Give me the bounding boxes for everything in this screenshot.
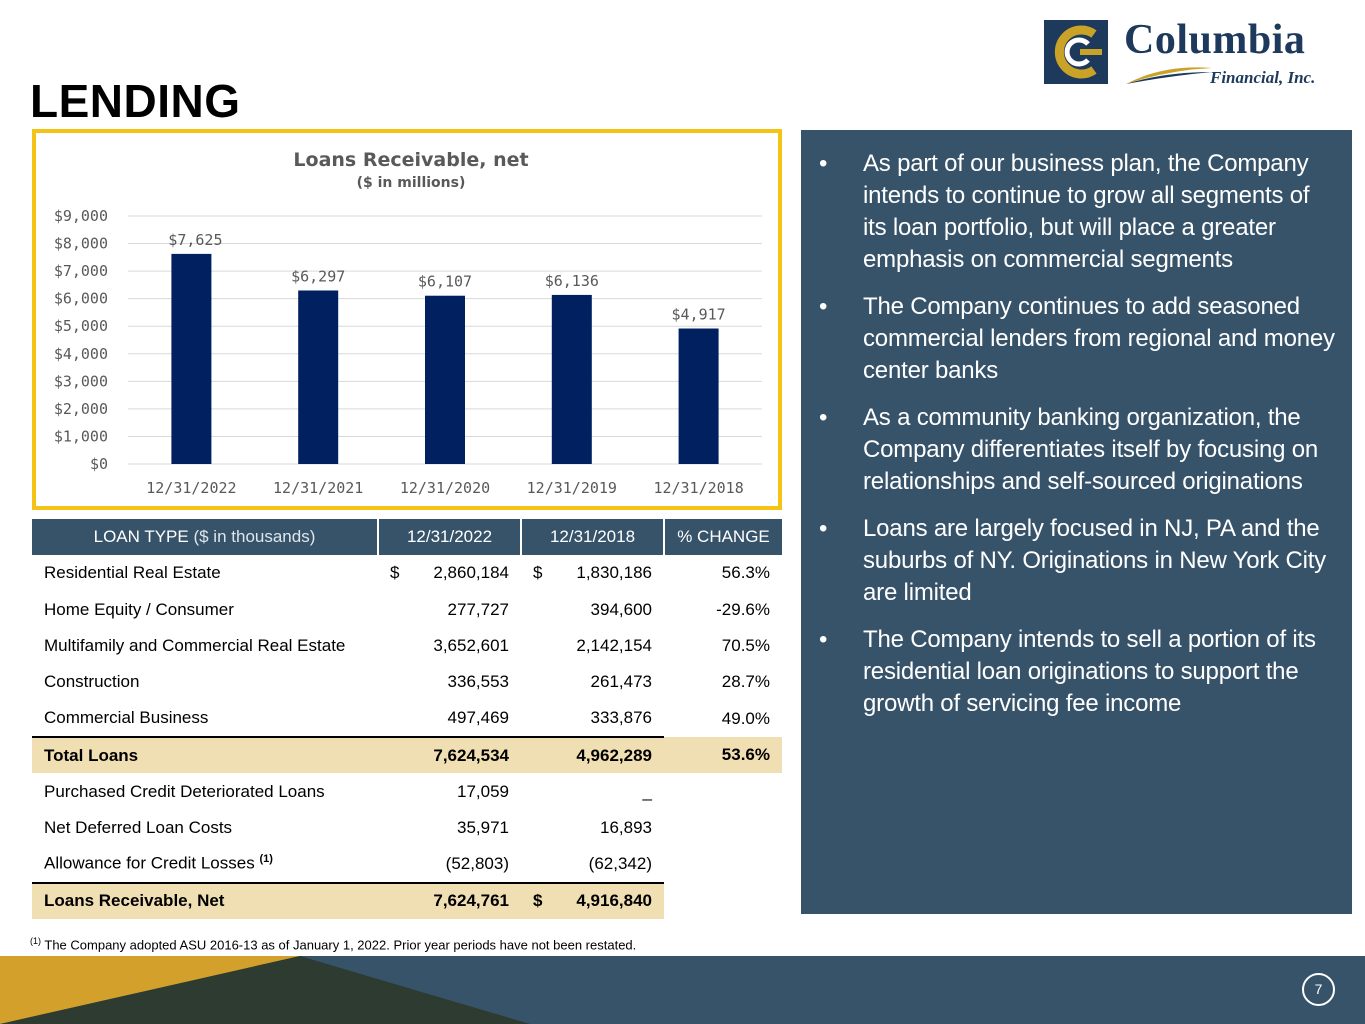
data-label: $4,917 xyxy=(672,306,726,324)
table-row: Residential Real Estate $2,860,184 $1,83… xyxy=(44,563,770,583)
bullet-item: • As a community banking organization, th… xyxy=(819,404,1319,495)
logo-swoosh-icon xyxy=(1126,67,1212,84)
x-tick-label: 12/31/2020 xyxy=(400,479,490,497)
bullet-item: • The Company intends to sell a portion o… xyxy=(819,626,1316,717)
bullet-list: • As part of our business plan, the Compa… xyxy=(813,148,1338,720)
company-logo: Columbia Financial, Inc. xyxy=(1040,16,1340,88)
y-tick-label: $2,000 xyxy=(54,400,108,418)
table-header-row: LOAN TYPE ($ in thousands) 12/31/2022 12… xyxy=(32,519,782,555)
bar xyxy=(298,290,339,464)
table-row: Commercial Business 497,469 333,876 49.0… xyxy=(32,700,782,738)
header-2018: 12/31/2018 xyxy=(520,519,664,555)
table-row: Multifamily and Commercial Real Estate 3… xyxy=(44,635,770,655)
page-title: LENDING xyxy=(30,75,241,127)
header-loan-type: LOAN TYPE ($ in thousands) xyxy=(32,519,378,555)
logo-wordmark: Columbia xyxy=(1124,17,1306,63)
table-row: Home Equity / Consumer 277,727 394,600 -… xyxy=(44,599,770,619)
total-loans-row: Total Loans 7,624,534 4,962,289 53.6% xyxy=(32,736,782,774)
y-tick-label: $0 xyxy=(90,455,108,473)
header-2022: 12/31/2022 xyxy=(377,519,521,555)
y-tick-label: $8,000 xyxy=(54,235,108,253)
x-tick-label: 12/31/2018 xyxy=(653,479,743,497)
footer-band xyxy=(0,956,1365,1024)
bullet-item: • Loans are largely focused in NJ, PA and… xyxy=(819,515,1326,606)
loans-chart: Loans Receivable, net ($ in millions) $0… xyxy=(32,129,782,510)
data-label: $6,136 xyxy=(545,272,599,290)
y-tick-label: $6,000 xyxy=(54,290,108,308)
table-row: Allowance for Credit Losses (1) (52,803)… xyxy=(32,846,782,884)
bar-chart: Loans Receivable, net ($ in millions) $0… xyxy=(54,149,762,497)
y-tick-label: $4,000 xyxy=(54,345,108,363)
x-tick-label: 12/31/2022 xyxy=(146,479,236,497)
loan-table: LOAN TYPE ($ in thousands) 12/31/2022 12… xyxy=(32,519,782,919)
loans-receivable-net-row: Loans Receivable, Net 7,624,761 $4,916,8… xyxy=(32,881,782,919)
bar xyxy=(678,328,719,464)
bar xyxy=(171,253,212,464)
logo-subtitle: Financial, Inc. xyxy=(1210,68,1316,87)
chart-subtitle: ($ in millions) xyxy=(357,175,466,191)
bullet-panel: • As part of our business plan, the Compa… xyxy=(801,130,1352,914)
y-tick-label: $9,000 xyxy=(54,207,108,225)
y-tick-label: $3,000 xyxy=(54,372,108,390)
data-label: $7,625 xyxy=(168,231,222,249)
data-label: $6,107 xyxy=(418,273,472,291)
chart-title: Loans Receivable, net xyxy=(293,149,528,171)
data-label: $6,297 xyxy=(291,267,345,285)
header-pct-change: % CHANGE xyxy=(663,519,782,555)
y-tick-label: $5,000 xyxy=(54,317,108,335)
bar xyxy=(551,294,592,464)
footnote: (1) The Company adopted ASU 2016-13 as o… xyxy=(30,936,637,953)
page-number: 7 xyxy=(1302,973,1335,1006)
x-tick-label: 12/31/2021 xyxy=(273,479,363,497)
table-row: Net Deferred Loan Costs 35,971 16,893 xyxy=(44,817,652,837)
bar xyxy=(425,295,465,464)
table-row: Construction 336,553 261,473 28.7% xyxy=(44,672,770,692)
y-tick-label: $1,000 xyxy=(54,427,108,445)
y-tick-label: $7,000 xyxy=(54,262,108,280)
columbia-logo-icon xyxy=(1044,20,1108,84)
x-tick-label: 12/31/2019 xyxy=(527,479,617,497)
table-row: Purchased Credit Deteriorated Loans 17,0… xyxy=(44,781,652,801)
bullet-item: • As part of our business plan, the Compa… xyxy=(819,150,1310,273)
bullet-item: • The Company continues to add seasoned c… xyxy=(819,293,1335,384)
